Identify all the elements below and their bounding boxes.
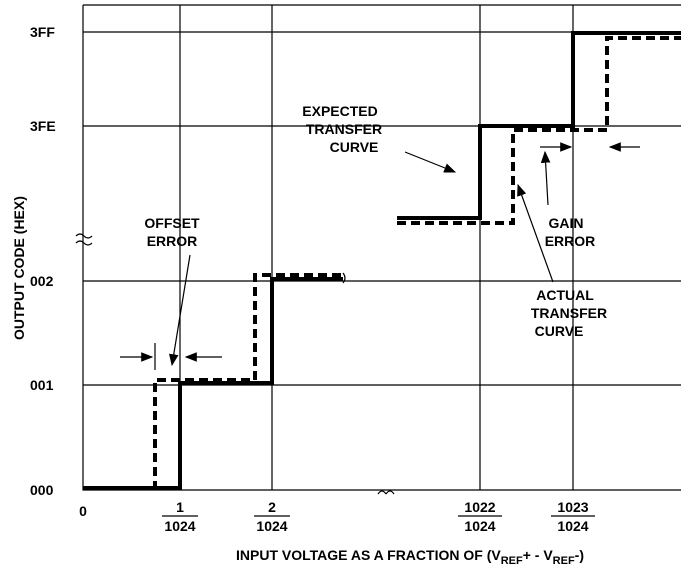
annotation: GAIN [549, 215, 584, 231]
x-denominator: 1024 [256, 518, 287, 534]
x-numerator: 1023 [557, 499, 588, 515]
y-label: 001 [30, 377, 54, 393]
annotation: OFFSET [144, 215, 200, 231]
annotation: CURVE [330, 139, 379, 155]
x-numerator: 1022 [464, 499, 495, 515]
annotation: ACTUAL [536, 287, 594, 303]
x-denominator: 1024 [164, 518, 195, 534]
x-denominator: 1024 [557, 518, 588, 534]
y-label: 002 [30, 273, 54, 289]
x-title: INPUT VOLTAGE AS A FRACTION OF (VREF+ - … [236, 547, 584, 567]
y-labels: 3FF 3FE 002 001 000 OUTPUT CODE (HEX) [11, 24, 56, 498]
y-label: 3FE [30, 118, 56, 134]
x-numerator: 2 [268, 499, 276, 515]
annotation: CURVE [535, 323, 584, 339]
x-denominator: 1024 [464, 518, 495, 534]
grid [75, 4, 681, 495]
expected-curve [83, 31, 681, 490]
x-labels: 0 1 1024 2 1024 1022 1024 1023 1024 INPU… [79, 499, 595, 567]
x-label: 0 [79, 503, 87, 519]
y-label: 3FF [30, 24, 55, 40]
annotation: ERROR [147, 233, 198, 249]
annotations: EXPECTED TRANSFER CURVE OFFSET ERROR GAI… [144, 103, 607, 339]
y-title: OUTPUT CODE (HEX) [11, 196, 27, 340]
annotation: EXPECTED [302, 103, 377, 119]
actual-curve [83, 36, 681, 490]
annotation: TRANSFER [531, 305, 607, 321]
y-label: 000 [30, 482, 54, 498]
arrows [120, 142, 640, 370]
annotation: TRANSFER [306, 121, 382, 137]
x-numerator: 1 [176, 499, 184, 515]
annotation: ERROR [545, 233, 596, 249]
